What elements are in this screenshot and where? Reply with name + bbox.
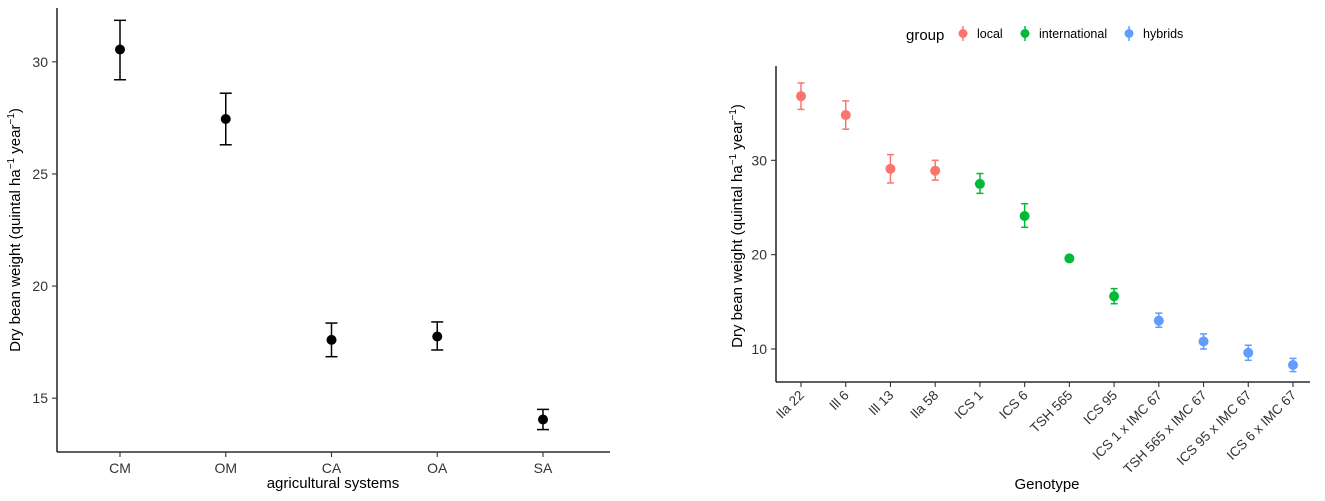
data-point-local [930,159,941,181]
point-marker [840,110,851,121]
point-marker [1064,253,1075,264]
point-marker [1109,291,1120,302]
legend-label: international [1039,27,1107,41]
data-point-om [219,92,232,146]
legend: group local international hybrids [906,26,1183,44]
x-tick-label: Ill 13 [866,388,897,419]
legend-item-hybrids: hybrids [1124,26,1183,41]
point-marker [115,44,125,55]
data-point-cm [114,19,126,81]
data-point-ca [325,322,338,358]
legend-key-marker [1020,29,1030,38]
data-point-oa [431,321,444,351]
x-tick-label: Ill 6 [826,388,851,413]
panel-right-chart: group local international hybrids 10 20 30 Ila … [728,26,1310,493]
data-point-hybrids [1288,357,1298,373]
point-marker [538,414,548,425]
data-point-local [885,153,896,184]
legend-label: hybrids [1143,27,1183,41]
data-point-sa [537,408,549,431]
y-tick-label: 10 [751,341,767,357]
point-marker [930,165,941,176]
x-tick-label: OA [427,460,448,476]
point-marker [1153,315,1164,326]
data-point-hybrids [1243,344,1254,362]
data-point-international [1109,287,1120,305]
legend-item-international: international [1020,26,1107,41]
data-point-hybrids [1153,312,1164,329]
x-tick-label: TSH 565 x IMC 67 [1121,388,1210,477]
data-point-international [974,172,985,195]
y-tick-label: 20 [32,278,48,294]
y-tick-label: 30 [32,54,48,70]
point-marker [1243,347,1254,358]
legend-title: group [906,27,944,44]
y-axis-label: Dry bean weight (quintal ha−1 year−1) [6,108,24,352]
y-tick-label: 30 [751,152,767,168]
data-point-international [1019,202,1030,229]
legend-label: local [977,27,1003,41]
point-marker [1288,360,1298,371]
point-marker [885,163,896,174]
legend-item-local: local [958,26,1003,41]
x-axis-label: agricultural systems [267,475,400,492]
x-tick-label: ICS 6 [996,388,1030,422]
x-tick-label: OM [214,460,237,476]
data-point-hybrids [1198,333,1209,350]
x-tick-label: Ila 22 [773,388,807,422]
data-point-international [1064,253,1075,264]
point-marker [796,91,806,102]
x-tick-label: ICS 1 [952,388,986,422]
y-tick-label: 20 [751,247,767,263]
x-tick-label: TSH 565 [1027,388,1075,436]
x-tick-label: Ila 58 [907,388,941,422]
x-tick-label: SA [534,460,553,476]
point-marker [220,114,231,124]
data-point-local [840,100,851,130]
panel-left-chart: 15 20 25 30 CM OM CA OA SA agricultural systems Dr… [6,8,610,492]
point-marker [1198,336,1209,347]
y-tick-label: 15 [32,390,48,406]
x-tick-label: ICS 95 [1080,388,1120,428]
data-point-local [796,82,806,111]
y-tick-label: 25 [32,166,48,182]
point-marker [1019,210,1030,221]
x-tick-label: CM [109,460,131,476]
x-tick-label: CA [322,460,342,476]
point-marker [432,331,443,342]
x-axis-label: Genotype [1014,476,1079,493]
point-marker [326,334,337,345]
y-axis-label: Dry bean weight (quintal ha−1 year−1) [728,104,746,348]
legend-key-marker [958,29,968,38]
point-marker [974,178,985,189]
legend-key-marker [1124,29,1134,38]
